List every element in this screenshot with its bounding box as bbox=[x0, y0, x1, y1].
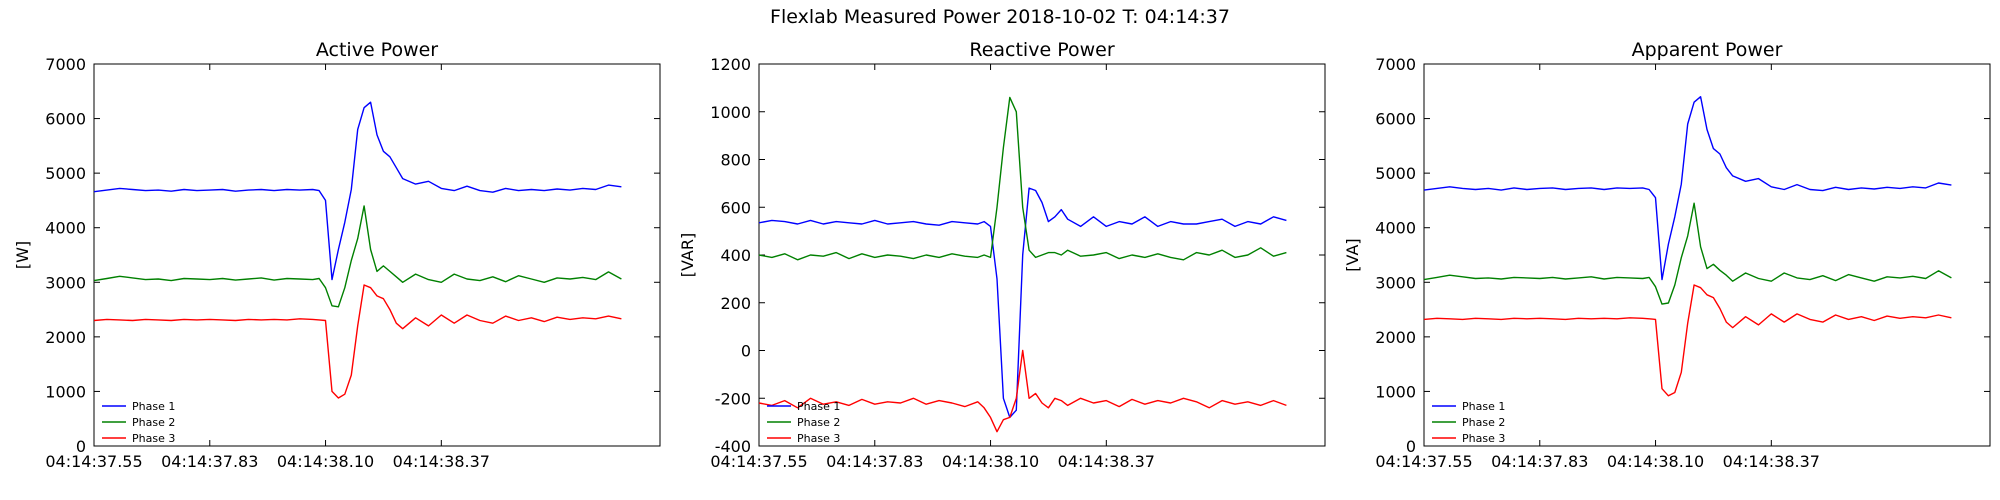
chart-2-y-tick-label: 600 bbox=[720, 198, 751, 217]
chart-3-y-axis-label: [VA] bbox=[1343, 238, 1362, 271]
chart-3-legend-label: Phase 2 bbox=[1462, 416, 1505, 429]
chart-1-y-tick-label: 1000 bbox=[45, 382, 86, 401]
chart-1-series-phase-1-line bbox=[93, 101, 622, 281]
chart-1-legend-label: Phase 1 bbox=[132, 400, 175, 413]
chart-3-y-tick-label: 0 bbox=[1406, 437, 1416, 456]
chart-2-y-tick-label: -400 bbox=[715, 437, 751, 456]
chart-2-y-tick-label: 800 bbox=[720, 151, 751, 170]
chart-3-series-phase-2-line bbox=[1423, 202, 1952, 305]
chart-2-y-tick-label: 0 bbox=[741, 342, 751, 361]
chart-1-legend-label: Phase 3 bbox=[132, 432, 175, 445]
chart-3-x-tick-label: 04:14:37.55 bbox=[1375, 452, 1472, 471]
chart-1-x-tick-label: 04:14:38.37 bbox=[393, 452, 490, 471]
chart-3-y-tick-label: 7000 bbox=[1375, 55, 1416, 74]
chart-1-y-axis-label: [W] bbox=[13, 241, 32, 269]
chart-3-y-tick-label: 3000 bbox=[1375, 273, 1416, 292]
chart-2-x-tick-label: 04:14:38.37 bbox=[1058, 452, 1155, 471]
chart-2-x-tick-label: 04:14:37.55 bbox=[710, 452, 807, 471]
chart-2-y-axis-label: [VAR] bbox=[678, 233, 697, 277]
chart-3-x-tick-label: 04:14:37.83 bbox=[1491, 452, 1588, 471]
chart-2-series-phase-2-line bbox=[758, 96, 1287, 261]
chart-2-x-tick-label: 04:14:37.83 bbox=[826, 452, 923, 471]
chart-2-y-tick-label: 200 bbox=[720, 294, 751, 313]
chart-3-y-tick-label: 1000 bbox=[1375, 382, 1416, 401]
chart-2-legend-label: Phase 2 bbox=[797, 416, 840, 429]
chart-1-y-tick-label: 2000 bbox=[45, 328, 86, 347]
chart-1-plot-frame bbox=[93, 63, 661, 447]
chart-1-y-tick-label: 6000 bbox=[45, 110, 86, 129]
chart-2-series-phase-1-line bbox=[758, 187, 1287, 419]
chart-2-y-tick-label: 1200 bbox=[710, 55, 751, 74]
chart-3-y-tick-label: 4000 bbox=[1375, 219, 1416, 238]
chart-2-y-tick-label: 400 bbox=[720, 246, 751, 265]
chart-1-y-tick-label: 5000 bbox=[45, 164, 86, 183]
chart-1-series-phase-2-line bbox=[93, 205, 622, 308]
chart-2-x-tick-label: 04:14:38.10 bbox=[942, 452, 1039, 471]
chart-1-title: Active Power bbox=[316, 39, 438, 61]
chart-2-legend-label: Phase 1 bbox=[797, 400, 840, 413]
chart-3-legend-label: Phase 1 bbox=[1462, 400, 1505, 413]
chart-3-x-tick-label: 04:14:38.10 bbox=[1607, 452, 1704, 471]
chart-3-legend-label: Phase 3 bbox=[1462, 432, 1505, 445]
chart-3-y-tick-label: 6000 bbox=[1375, 110, 1416, 129]
chart-3-title: Apparent Power bbox=[1632, 39, 1783, 61]
chart-1-legend-label: Phase 2 bbox=[132, 416, 175, 429]
chart-1-series-phase-3-line bbox=[93, 284, 622, 399]
chart-2-title: Reactive Power bbox=[969, 39, 1114, 61]
chart-1-x-tick-label: 04:14:38.10 bbox=[277, 452, 374, 471]
chart-3-y-tick-label: 5000 bbox=[1375, 164, 1416, 183]
chart-2-y-tick-label: -200 bbox=[715, 389, 751, 408]
chart-1-y-tick-label: 3000 bbox=[45, 273, 86, 292]
chart-1-y-tick-label: 7000 bbox=[45, 55, 86, 74]
chart-2-y-tick-label: 1000 bbox=[710, 103, 751, 122]
chart-1-x-tick-label: 04:14:37.83 bbox=[161, 452, 258, 471]
chart-3-series-phase-3-line bbox=[1423, 284, 1952, 397]
chart-1-y-tick-label: 4000 bbox=[45, 219, 86, 238]
chart-3-x-tick-label: 04:14:38.37 bbox=[1723, 452, 1820, 471]
chart-2-legend-label: Phase 3 bbox=[797, 432, 840, 445]
chart-3-plot-frame bbox=[1423, 63, 1991, 447]
chart-2-series-phase-3-line bbox=[758, 349, 1287, 433]
chart-3-y-tick-label: 2000 bbox=[1375, 328, 1416, 347]
figure-title: Flexlab Measured Power 2018-10-02 T: 04:… bbox=[770, 6, 1230, 28]
chart-1-y-tick-label: 0 bbox=[76, 437, 86, 456]
chart-3-series-phase-1-line bbox=[1423, 95, 1952, 281]
chart-1-x-tick-label: 04:14:37.55 bbox=[45, 452, 142, 471]
